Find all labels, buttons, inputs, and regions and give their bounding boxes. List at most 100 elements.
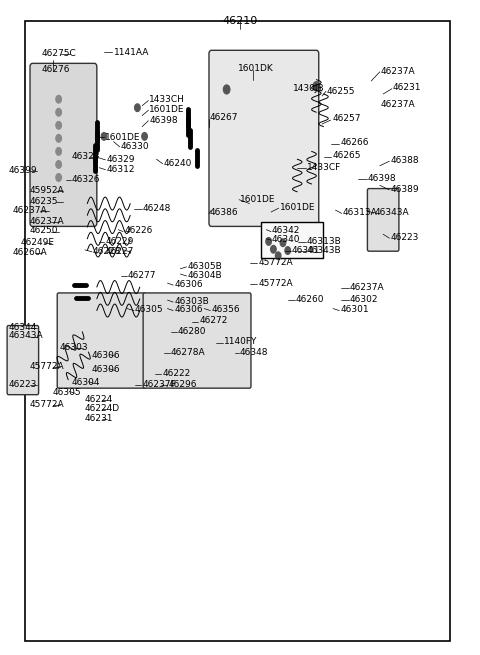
Text: 46257: 46257: [332, 114, 360, 123]
Text: 46278A: 46278A: [171, 348, 205, 357]
Circle shape: [56, 174, 61, 181]
Text: 46326: 46326: [72, 175, 100, 184]
Text: 46275C: 46275C: [42, 49, 77, 58]
FancyBboxPatch shape: [367, 189, 399, 251]
Text: 46398: 46398: [368, 174, 396, 183]
Circle shape: [134, 103, 140, 111]
Circle shape: [313, 82, 320, 91]
Text: 46329: 46329: [107, 155, 135, 164]
Circle shape: [271, 246, 276, 253]
Text: 46228: 46228: [93, 247, 121, 255]
Text: 1601DE: 1601DE: [149, 105, 185, 113]
Text: 46313B: 46313B: [307, 237, 342, 246]
Text: 46304B: 46304B: [188, 271, 222, 280]
Text: 1601DK: 1601DK: [238, 64, 274, 73]
Text: 46237A: 46237A: [350, 282, 384, 291]
Text: 46223: 46223: [390, 233, 419, 242]
Bar: [25, 21, 450, 641]
Text: 46237A: 46237A: [29, 217, 64, 227]
Text: 1601DE: 1601DE: [240, 195, 276, 204]
Text: 46306: 46306: [174, 280, 203, 289]
Text: 46303: 46303: [60, 343, 88, 352]
Text: 46386: 46386: [210, 208, 239, 217]
Text: 46348: 46348: [240, 348, 268, 357]
Text: 46280: 46280: [178, 327, 206, 336]
Text: 46237A: 46237A: [381, 67, 415, 76]
Text: 46266: 46266: [340, 138, 369, 147]
Text: 46226: 46226: [124, 227, 153, 235]
Text: 46224: 46224: [85, 395, 113, 403]
Text: 45772A: 45772A: [30, 400, 65, 409]
Text: 46235: 46235: [29, 197, 58, 206]
Text: 1140FY: 1140FY: [224, 337, 258, 346]
Text: 46227: 46227: [106, 247, 134, 255]
Circle shape: [56, 134, 61, 142]
FancyBboxPatch shape: [7, 326, 38, 395]
Text: 45772A: 45772A: [30, 362, 65, 371]
Circle shape: [266, 238, 272, 246]
Circle shape: [56, 108, 61, 116]
Text: 46237A: 46237A: [12, 206, 47, 215]
Circle shape: [101, 132, 107, 140]
Circle shape: [280, 239, 286, 247]
Circle shape: [56, 160, 61, 168]
Text: 46305B: 46305B: [188, 262, 222, 271]
Text: 46302: 46302: [350, 295, 378, 304]
Text: 46399: 46399: [9, 166, 37, 176]
Text: 46224D: 46224D: [85, 404, 120, 413]
Circle shape: [56, 121, 61, 129]
Text: 46306: 46306: [92, 365, 120, 375]
Text: 46255: 46255: [327, 87, 355, 96]
Text: 46388: 46388: [390, 156, 419, 165]
Text: 46306: 46306: [174, 305, 203, 314]
Text: 46249E: 46249E: [21, 238, 54, 247]
Text: 46343A: 46343A: [374, 208, 409, 217]
Text: 45772A: 45772A: [258, 258, 293, 267]
Text: 46305: 46305: [53, 388, 82, 397]
Text: 1601DE: 1601DE: [280, 203, 315, 212]
FancyBboxPatch shape: [209, 50, 319, 227]
Text: 46343B: 46343B: [307, 246, 341, 255]
Text: 46343A: 46343A: [9, 331, 43, 341]
Text: 46267: 46267: [210, 113, 239, 122]
Text: 46356: 46356: [211, 305, 240, 314]
Text: 46313A: 46313A: [343, 208, 377, 217]
Text: 1141AA: 1141AA: [114, 48, 149, 57]
Text: 46344: 46344: [9, 323, 37, 332]
Text: 46328: 46328: [72, 152, 100, 161]
Text: 46304: 46304: [72, 379, 100, 388]
Text: 46312: 46312: [107, 164, 135, 174]
Text: 46398: 46398: [149, 115, 178, 124]
Text: 46330: 46330: [120, 141, 149, 151]
Text: 46237A: 46237A: [381, 100, 415, 109]
Text: 46231: 46231: [85, 415, 113, 423]
Text: 46276: 46276: [42, 66, 71, 75]
Circle shape: [285, 247, 290, 254]
Text: 46296: 46296: [168, 380, 197, 389]
Text: 46342: 46342: [272, 227, 300, 235]
Bar: [261, 223, 323, 258]
Text: 1601DE: 1601DE: [106, 132, 141, 141]
FancyBboxPatch shape: [30, 64, 97, 227]
Text: 1433CF: 1433CF: [307, 163, 341, 172]
Text: 46265: 46265: [332, 151, 360, 160]
Text: 46260A: 46260A: [12, 248, 47, 257]
Text: 46248: 46248: [143, 204, 171, 214]
Text: 46223: 46223: [9, 380, 37, 389]
Text: 46389: 46389: [390, 185, 419, 194]
Text: 1430JB: 1430JB: [292, 84, 324, 92]
Circle shape: [142, 132, 147, 140]
Text: 46260: 46260: [296, 295, 324, 304]
Text: 46340: 46340: [272, 235, 300, 244]
Text: 46303B: 46303B: [174, 297, 209, 306]
Text: 45772A: 45772A: [258, 279, 293, 288]
Text: 46240: 46240: [164, 159, 192, 168]
Text: 46305: 46305: [135, 305, 164, 314]
Text: 46250: 46250: [29, 227, 58, 235]
Text: 46222: 46222: [162, 369, 191, 378]
Text: 46277: 46277: [128, 271, 156, 280]
Text: 46306: 46306: [92, 351, 120, 360]
Circle shape: [276, 252, 281, 259]
FancyBboxPatch shape: [57, 293, 146, 388]
Text: 46231: 46231: [393, 83, 421, 92]
